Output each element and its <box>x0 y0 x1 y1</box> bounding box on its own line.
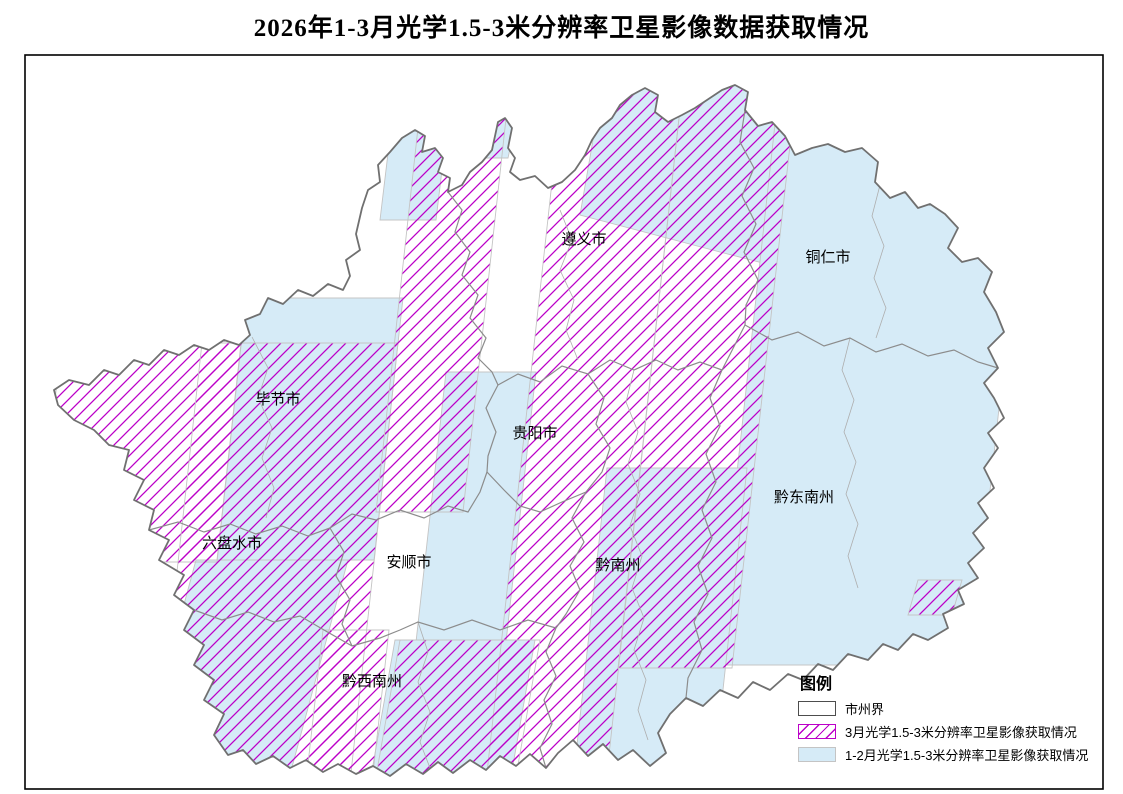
map-label-bijie: 毕节市 <box>255 391 300 408</box>
map-label-qianxinan: 黔西南州 <box>342 673 402 690</box>
footprints-march <box>54 85 963 776</box>
janfeb-blue-swatch <box>798 746 836 762</box>
legend-label: 市州界 <box>845 701 885 717</box>
map-label-liupanshui: 六盘水市 <box>202 534 262 552</box>
map-label-tongren: 铜仁市 <box>805 249 850 266</box>
footprint-march <box>305 629 390 776</box>
footprint-march <box>374 639 541 776</box>
legend-item-boundary: 市州界 <box>798 700 1100 717</box>
province-boundary <box>53 84 1005 777</box>
march-hatch-swatch <box>798 723 836 739</box>
map-label-anshun: 安顺市 <box>386 554 431 571</box>
boundary-swatch <box>798 700 836 716</box>
footprint-march <box>617 85 798 669</box>
footprint-march <box>485 85 684 776</box>
map-label-qiannan: 黔南州 <box>595 557 640 574</box>
map-label-zunyi: 遵义市 <box>561 230 606 248</box>
legend-label: 3月光学1.5-3米分辨率卫星影像获取情况 <box>845 724 1077 740</box>
map-label-guiyang: 贵阳市 <box>512 425 557 442</box>
prefecture-boundaries <box>148 109 999 769</box>
map-labels: 遵义市 铜仁市 毕节市 贵阳市 黔东南州 六盘水市 安顺市 黔南州 黔西南州 <box>202 230 851 690</box>
legend: 图例 市州界 3月光学1.5-3米分辨率卫星影像获取情况 1-2月光学1.5-3… <box>798 670 1100 769</box>
map-title: 2026年1-3月光学1.5-3米分辨率卫星影像数据获取情况 <box>253 15 870 42</box>
footprint-march <box>375 85 511 513</box>
legend-label: 1-2月光学1.5-3米分辨率卫星影像获取情况 <box>845 747 1089 763</box>
county-boundaries <box>251 184 887 769</box>
legend-item-janfeb: 1-2月光学1.5-3米分辨率卫星影像获取情况 <box>798 746 1100 763</box>
map-label-qiandongnan: 黔东南州 <box>774 489 834 506</box>
legend-title: 图例 <box>800 676 833 693</box>
legend-item-march: 3月光学1.5-3米分辨率卫星影像获取情况 <box>798 723 1100 740</box>
